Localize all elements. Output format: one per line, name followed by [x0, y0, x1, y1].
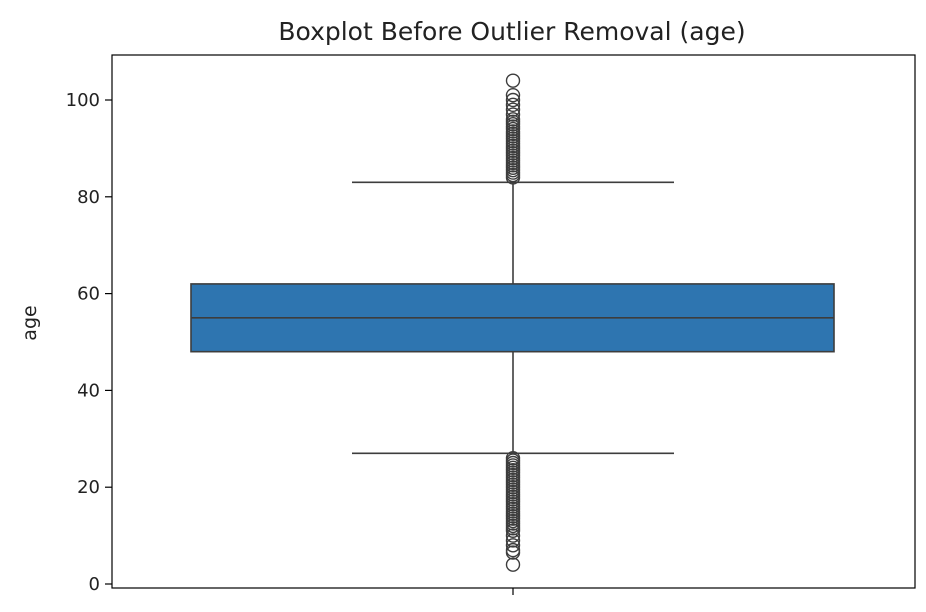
chart-title: Boxplot Before Outlier Removal (age)	[278, 17, 745, 46]
outlier-point-low	[505, 528, 521, 543]
outlier-point-high	[505, 107, 521, 122]
outlier-point-low	[505, 542, 521, 558]
outlier-point-high	[505, 97, 521, 113]
outlier-point-low	[505, 557, 521, 572]
outlier-point-high	[505, 102, 521, 117]
outlier-point-high	[505, 112, 521, 127]
y-axis-label: age	[19, 305, 41, 340]
outliers	[505, 73, 521, 572]
y-tick-label: 100	[66, 90, 100, 111]
y-tick-label: 40	[77, 380, 100, 401]
y-tick-label: 80	[77, 187, 100, 208]
outlier-point-low	[505, 450, 521, 466]
whiskers	[352, 181, 674, 455]
outlier-point-low	[505, 538, 521, 553]
box	[190, 283, 835, 353]
outlier-point-low	[505, 533, 521, 548]
y-tick-label: 0	[89, 574, 100, 595]
y-tick-label: 60	[77, 284, 100, 305]
outlier-point-high	[505, 87, 521, 103]
y-axis: 0 20 40 60 80 100	[66, 90, 112, 595]
outlier-point-high	[505, 73, 521, 88]
outlier-point-high	[505, 92, 521, 108]
y-tick-label: 20	[77, 477, 100, 498]
